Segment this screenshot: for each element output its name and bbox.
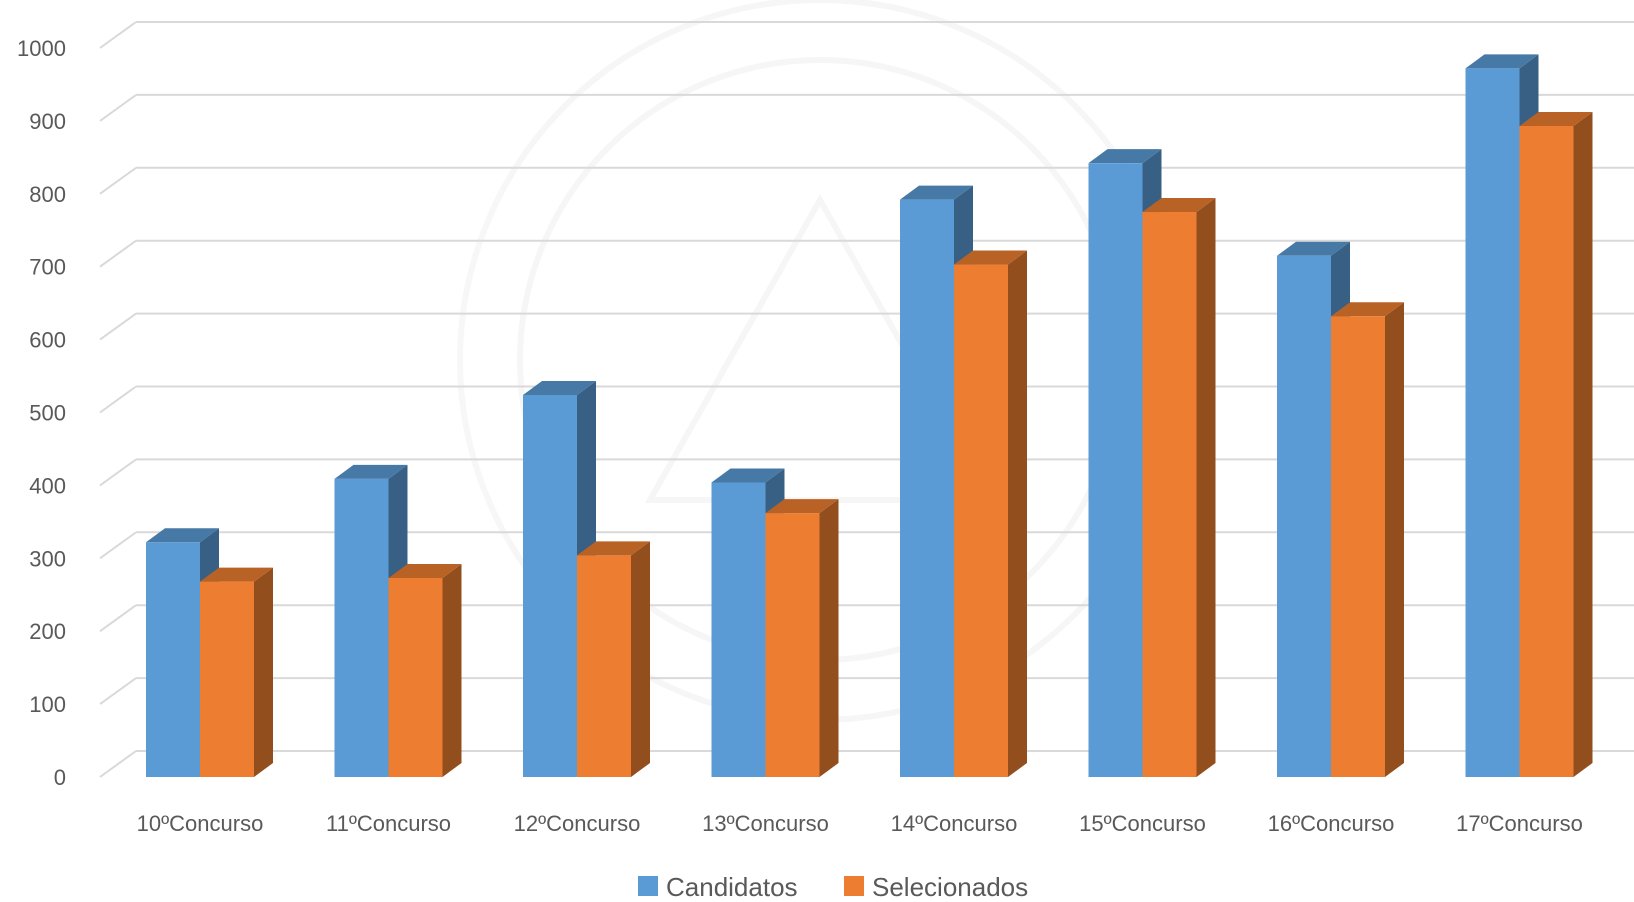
bar-front (146, 542, 200, 777)
y-tick-label: 300 (29, 546, 66, 571)
y-tick-label: 1000 (17, 36, 66, 61)
x-tick-label: 10ºConcurso (137, 811, 264, 836)
gridline-side (99, 458, 137, 487)
bar-side (631, 541, 650, 777)
x-tick-label: 13ºConcurso (702, 811, 829, 836)
y-axis-ticks: 0 100 200 300 400 500 600 700 800 900 1000 (17, 36, 66, 790)
bar-front (388, 577, 443, 777)
bar-selecionados (1142, 198, 1216, 777)
bar-side (819, 499, 839, 777)
y-tick-label: 800 (29, 182, 66, 207)
x-axis-labels: 10ºConcurso 11ºConcurso 12ºConcurso 13ºConc… (137, 811, 1583, 836)
gridline-side (99, 750, 137, 778)
y-tick-label: 900 (29, 109, 66, 134)
x-tick-label: 11ºConcurso (326, 811, 451, 836)
bar-top (1465, 54, 1539, 69)
bar-front (334, 478, 389, 777)
bar-top (388, 563, 462, 578)
legend: Candidatos Selecionados (638, 872, 1028, 902)
gridline-side (99, 94, 137, 122)
y-tick-label: 0 (54, 765, 66, 790)
gridline-side (99, 385, 137, 414)
bar-selecionados (954, 250, 1027, 777)
bar-selecionados (577, 541, 650, 777)
bars (146, 54, 1593, 778)
gridline-side (99, 677, 137, 705)
bar-side (1573, 112, 1593, 778)
bar-front (711, 482, 766, 777)
bar-front (1465, 68, 1520, 778)
bar-top (334, 464, 408, 479)
bar-side (1196, 198, 1216, 777)
bar-top (711, 468, 785, 483)
bar-side (1008, 250, 1027, 777)
y-tick-label: 700 (29, 255, 66, 280)
x-tick-label: 14ºConcurso (891, 811, 1018, 836)
bar-top (523, 381, 596, 396)
legend-label: Selecionados (872, 872, 1028, 902)
bar-top (1519, 112, 1593, 127)
x-tick-label: 17ºConcurso (1456, 811, 1583, 836)
bar-front (523, 395, 577, 777)
gridline-side (99, 21, 137, 49)
bar-top (765, 499, 839, 514)
bar-front (765, 513, 820, 777)
bar-selecionados (765, 499, 839, 777)
bar-top (954, 250, 1027, 265)
bar-front (1277, 255, 1331, 777)
bar-selecionados (388, 563, 462, 777)
bar-top (146, 528, 219, 543)
bar-top (577, 541, 650, 556)
y-tick-label: 600 (29, 328, 66, 353)
legend-label: Candidatos (666, 872, 798, 902)
gridline-side (99, 531, 137, 560)
bar-side (254, 567, 273, 777)
bar-front (577, 555, 631, 777)
legend-swatch (638, 876, 658, 896)
gridline-side (99, 604, 137, 633)
bar-side (1385, 302, 1404, 777)
bar-top (1088, 149, 1162, 164)
gridline-side (99, 312, 137, 341)
bar-selecionados (1519, 112, 1593, 778)
bar-top (900, 185, 973, 200)
bar-top (1331, 302, 1404, 317)
bar-front (1519, 126, 1574, 778)
bar-side (442, 563, 462, 777)
bar-top (200, 567, 273, 582)
x-tick-label: 15ºConcurso (1079, 811, 1206, 836)
bar-selecionados (1331, 302, 1404, 777)
bar-front (1088, 163, 1143, 777)
gridline-side (99, 239, 137, 268)
bar-front (900, 199, 954, 777)
y-tick-label: 500 (29, 401, 66, 426)
x-tick-label: 12ºConcurso (514, 811, 641, 836)
bar-front (954, 264, 1008, 777)
bar-top (1277, 241, 1350, 256)
legend-swatch (844, 876, 864, 896)
bar-front (200, 581, 254, 777)
y-tick-label: 400 (29, 473, 66, 498)
gridline-side (99, 166, 137, 195)
y-tick-label: 200 (29, 619, 66, 644)
x-tick-label: 16ºConcurso (1268, 811, 1395, 836)
bar-selecionados (200, 567, 273, 777)
bar-front (1331, 316, 1385, 777)
bar-top (1142, 198, 1216, 213)
y-tick-label: 100 (29, 692, 66, 717)
bar-front (1142, 212, 1197, 777)
